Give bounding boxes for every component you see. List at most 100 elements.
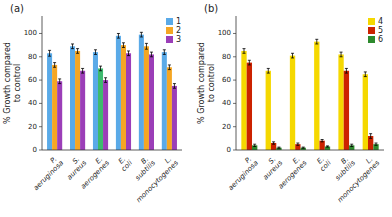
legend-swatch (166, 36, 173, 43)
x-axis-line (236, 150, 384, 151)
error-bar (326, 146, 329, 147)
error-bar (369, 134, 372, 139)
error-bar (248, 60, 251, 65)
y-tick (233, 56, 236, 57)
y-axis-label-line: % Growth compared (197, 42, 206, 124)
y-tick-label: 60 (222, 76, 231, 84)
error-bar (253, 144, 256, 146)
error-bar (345, 68, 348, 73)
y-tick (233, 150, 236, 151)
x-tick-label: E. aerogenes (74, 153, 111, 190)
y-tick-label: 0 (227, 146, 231, 154)
bar (103, 80, 108, 150)
bar (75, 51, 80, 150)
y-tick (233, 126, 236, 127)
error-bar (173, 84, 176, 89)
legend-swatch (166, 27, 173, 34)
y-tick (39, 56, 42, 57)
bar (290, 56, 295, 150)
y-tick-label: 0 (33, 146, 37, 154)
error-bar (315, 39, 318, 44)
x-tick-label-line: aeruginosa (227, 159, 260, 192)
legend-label: 1 (176, 17, 181, 26)
error-bar (163, 50, 166, 55)
error-bar (374, 143, 377, 145)
bar (121, 45, 126, 150)
legend: 456 (368, 17, 383, 44)
legend-label: 6 (378, 35, 383, 44)
x-tick-label-line: aerogenes (79, 159, 111, 191)
legend-label: 2 (176, 26, 181, 35)
panel: (a)020406080100% Growth comparedto contr… (3, 3, 182, 204)
legend-swatch (368, 18, 375, 25)
y-axis-label-line: to control (207, 64, 216, 102)
y-tick-label: 100 (24, 29, 37, 37)
y-tick-label: 40 (28, 99, 37, 107)
error-bar (94, 50, 97, 55)
error-bar (58, 79, 61, 84)
bar (126, 53, 131, 150)
error-bar (53, 63, 56, 68)
x-tick-label-line: monocytogenes (336, 159, 381, 204)
bar (266, 71, 271, 150)
y-tick-label: 20 (28, 123, 37, 131)
y-tick (233, 103, 236, 104)
x-tick-label-line: monocytogenes (135, 159, 180, 204)
y-tick-label: 80 (222, 53, 231, 61)
bars (47, 32, 177, 150)
y-tick-label: 100 (218, 29, 231, 37)
y-tick (39, 80, 42, 81)
x-tick-label: L. monocytogenes (331, 153, 382, 204)
error-bar (150, 52, 153, 57)
bar (57, 81, 62, 150)
bars (241, 39, 378, 150)
y-axis-label: % Growth comparedto control (197, 42, 216, 124)
bar (47, 53, 52, 150)
bar (338, 54, 343, 150)
x-tick-label: E. coli (313, 154, 332, 173)
x-tick-label: E. coli (115, 154, 134, 173)
x-tick-label: P. aeruginosa (222, 154, 260, 192)
error-bar (267, 68, 270, 73)
error-bar (291, 53, 294, 58)
error-bar (302, 147, 305, 148)
bar (172, 86, 177, 150)
bar (80, 71, 85, 150)
error-bar (272, 142, 275, 144)
y-tick (39, 150, 42, 151)
error-bar (168, 65, 171, 70)
x-tick-label-line: coli (319, 159, 333, 173)
x-tick-label-line: coli (120, 159, 134, 173)
x-tick-label: B. subtilis (129, 153, 158, 182)
x-tick-label-line: aeruginosa (32, 159, 65, 192)
y-tick (39, 126, 42, 127)
bar (247, 63, 252, 150)
bar (363, 74, 368, 150)
y-tick-label: 20 (222, 123, 231, 131)
error-bar (76, 49, 79, 54)
legend: 123 (166, 17, 181, 44)
x-tick-label-line: aureus (262, 159, 285, 182)
error-bar (364, 72, 367, 77)
bar (98, 68, 103, 150)
error-bar (243, 49, 246, 54)
y-tick (233, 33, 236, 34)
legend-swatch (368, 36, 375, 43)
bar (162, 52, 167, 150)
error-bar (321, 140, 324, 142)
bar (144, 46, 149, 150)
x-tick-label: B. subtilis (329, 153, 358, 182)
y-axis-label-line: to control (13, 64, 22, 102)
legend-swatch (368, 27, 375, 34)
bar (52, 65, 57, 150)
error-bar (140, 32, 143, 37)
error-bar (104, 78, 107, 83)
x-tick-label: L. monocytogenes (130, 153, 181, 204)
y-axis-label-line: % Growth compared (3, 42, 12, 124)
bar (325, 147, 330, 150)
error-bar (340, 52, 343, 57)
panel-title: (b) (204, 3, 218, 14)
error-bar (122, 43, 125, 48)
y-axis-line (42, 16, 43, 150)
bar (93, 52, 98, 150)
